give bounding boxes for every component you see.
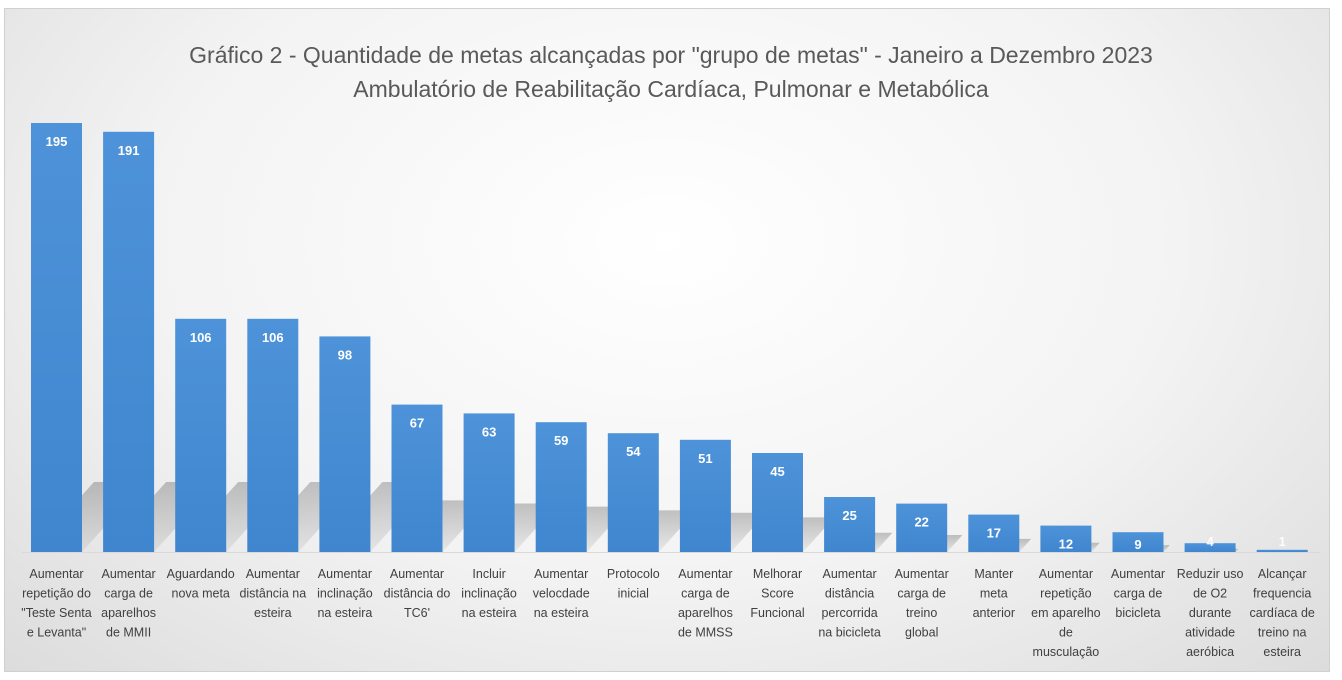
bar bbox=[319, 336, 371, 552]
bar bbox=[391, 404, 443, 552]
bar bbox=[824, 497, 876, 552]
data-label: 191 bbox=[118, 143, 140, 158]
bar bbox=[968, 514, 1020, 552]
category-label: Aumentar distância percorrida na bicicleta bbox=[818, 567, 881, 640]
bar bbox=[1112, 532, 1164, 552]
category-label: Aumentar carga de treino global bbox=[895, 567, 949, 640]
data-label: 195 bbox=[46, 134, 68, 149]
category-label: Aumentar repetição em aparelho de musculação bbox=[1031, 567, 1101, 659]
data-label: 106 bbox=[190, 330, 212, 345]
bar bbox=[247, 318, 299, 552]
bar bbox=[463, 413, 515, 552]
data-label: 9 bbox=[1134, 537, 1141, 552]
bar bbox=[752, 453, 803, 552]
data-label: 4 bbox=[1206, 534, 1214, 549]
category-label: Aumentar inclinação na esteira bbox=[317, 567, 373, 620]
category-label: Manter meta anterior bbox=[973, 567, 1015, 620]
category-label: Aumentar distância do TC6' bbox=[384, 567, 451, 620]
bar bbox=[1184, 543, 1236, 552]
bar bbox=[896, 503, 948, 552]
bar bbox=[1040, 525, 1092, 552]
category-label: Aumentar distância na esteira bbox=[239, 567, 306, 620]
bar bbox=[607, 433, 659, 552]
bar bbox=[31, 123, 82, 552]
data-label: 17 bbox=[987, 526, 1001, 541]
bar bbox=[103, 131, 155, 553]
category-label: Melhorar Score Funcional bbox=[750, 567, 804, 620]
data-label: 1 bbox=[1279, 534, 1286, 549]
data-label: 106 bbox=[262, 330, 284, 345]
data-label: 63 bbox=[482, 424, 496, 439]
data-label: 98 bbox=[338, 347, 352, 362]
category-label: Aumentar carga de bicicleta bbox=[1111, 567, 1165, 620]
data-label: 59 bbox=[554, 433, 568, 448]
category-label: Protocolo inicial bbox=[607, 567, 660, 601]
bar bbox=[175, 318, 227, 552]
bar bbox=[1256, 549, 1308, 552]
chart-subtitle: Ambulatório de Reabilitação Cardíaca, Pu… bbox=[353, 76, 989, 102]
data-label: 51 bbox=[698, 451, 712, 466]
bar bbox=[679, 439, 731, 552]
category-label: Reduzir uso de O2 durante atividade aeróbica bbox=[1177, 567, 1244, 659]
category-label: Aumentar carga de aparelhos de MMSS bbox=[678, 567, 733, 640]
data-label: 22 bbox=[914, 515, 928, 530]
category-label: Aguardando nova meta bbox=[167, 567, 235, 601]
category-label: Aumentar velocdade na esteira bbox=[533, 567, 590, 620]
data-label: 25 bbox=[842, 508, 856, 523]
category-label: Aumentar repetição do "Teste Senta e Levant… bbox=[21, 567, 92, 640]
data-label: 67 bbox=[410, 416, 424, 431]
category-label: Alcançar frequencia cardíaca de treino na es… bbox=[1250, 567, 1315, 659]
data-label: 54 bbox=[626, 444, 641, 459]
category-label: Incluir inclinação na esteira bbox=[461, 567, 517, 620]
chart-title: Gráfico 2 - Quantidade de metas alcançad… bbox=[189, 42, 1153, 68]
data-label: 12 bbox=[1059, 537, 1073, 552]
data-label: 45 bbox=[770, 464, 784, 479]
bar bbox=[535, 422, 587, 552]
category-label: Aumentar carga de aparelhos de MMII bbox=[101, 567, 156, 640]
chart-title-block: Gráfico 2 - Quantidade de metas alcançad… bbox=[0, 38, 1342, 106]
